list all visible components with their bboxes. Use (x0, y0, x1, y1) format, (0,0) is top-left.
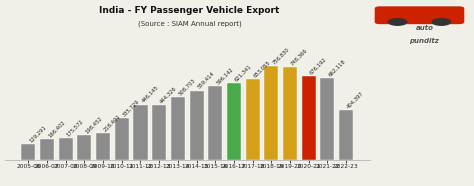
Text: 756,830: 756,830 (271, 46, 290, 65)
Bar (283, 67, 297, 160)
Text: 444,326: 444,326 (159, 85, 178, 104)
Text: 653,055: 653,055 (253, 59, 272, 78)
Bar (171, 97, 185, 160)
Text: 218,401: 218,401 (103, 113, 122, 132)
Bar (227, 83, 241, 160)
Bar (302, 76, 316, 160)
Text: 748,366: 748,366 (290, 47, 309, 66)
Text: 404,397: 404,397 (346, 90, 365, 109)
Bar (115, 118, 129, 160)
Bar (339, 110, 353, 160)
Bar (77, 135, 91, 160)
Bar (320, 78, 335, 160)
Bar (21, 144, 36, 160)
Text: (Source : SIAM Annual report): (Source : SIAM Annual report) (138, 20, 241, 27)
Text: 129,291: 129,291 (28, 124, 47, 143)
Text: 198,452: 198,452 (84, 116, 103, 135)
Bar (59, 138, 73, 160)
Text: 559,414: 559,414 (197, 71, 216, 90)
Text: India - FY Passenger Vehicle Export: India - FY Passenger Vehicle Export (100, 6, 280, 15)
Bar (190, 91, 204, 160)
Text: 621,341: 621,341 (234, 63, 253, 82)
Text: 508,703: 508,703 (178, 77, 197, 96)
Bar (96, 133, 110, 160)
Text: auto: auto (416, 25, 433, 31)
Text: 166,402: 166,402 (47, 120, 66, 139)
Bar (264, 66, 278, 160)
Text: 446,145: 446,145 (140, 85, 160, 104)
Ellipse shape (388, 18, 408, 26)
Bar (208, 86, 222, 160)
Bar (152, 105, 166, 160)
Text: punditz: punditz (410, 38, 439, 44)
Bar (40, 139, 54, 160)
Text: 335,729: 335,729 (122, 99, 141, 118)
FancyBboxPatch shape (374, 6, 464, 24)
Text: 596,142: 596,142 (215, 66, 234, 85)
Bar (134, 105, 147, 160)
Text: 175,572: 175,572 (66, 118, 85, 137)
Bar (246, 79, 260, 160)
Text: 662,118: 662,118 (328, 58, 346, 77)
Ellipse shape (431, 18, 451, 26)
Text: 676,192: 676,192 (309, 56, 328, 75)
